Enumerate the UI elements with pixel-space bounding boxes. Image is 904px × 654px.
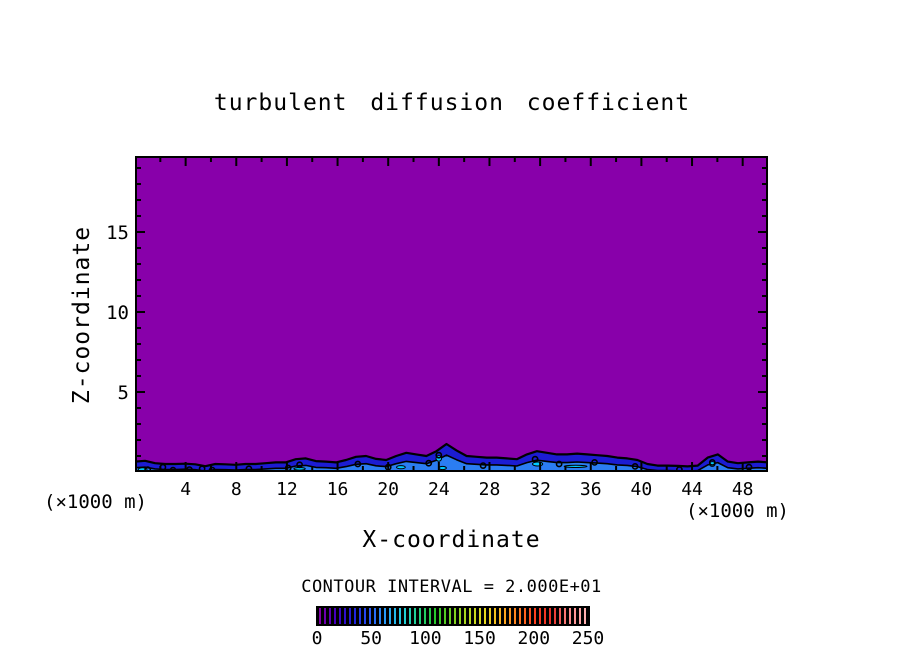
colorbar-stripe <box>364 608 366 624</box>
colorbar-stripe <box>409 608 411 624</box>
colorbar-stripe <box>329 608 331 624</box>
axis-unit-annotation-right: (×1000 m) <box>686 500 789 522</box>
colorbar-stripe <box>539 608 541 624</box>
colorbar-stripe <box>444 608 446 624</box>
colorbar-tick-label: 150 <box>463 628 496 649</box>
colorbar-stripe <box>369 608 371 624</box>
x-tick-label: 24 <box>427 479 450 500</box>
colorbar-tick-label: 0 <box>311 628 323 649</box>
x-tick-label: 40 <box>630 479 653 500</box>
axis-unit-annotation-left: (×1000 m) <box>44 491 147 513</box>
colorbar-stripe <box>464 608 466 624</box>
colorbar-stripe <box>544 608 546 624</box>
colorbar-stripe <box>429 608 431 624</box>
colorbar-stripe <box>574 608 576 624</box>
colorbar-stripe <box>554 608 556 624</box>
y-tick-label: 15 <box>106 222 129 244</box>
colorbar-stripe <box>534 608 536 624</box>
colorbar-stripe <box>339 608 341 624</box>
colorbar <box>316 606 590 626</box>
colorbar-stripe <box>384 608 386 624</box>
colorbar-stripe <box>454 608 456 624</box>
colorbar-stripe <box>474 608 476 624</box>
colorbar-stripe <box>419 608 421 624</box>
colorbar-stripe <box>354 608 356 624</box>
x-tick-label: 16 <box>326 479 349 500</box>
x-tick-label: 36 <box>579 479 602 500</box>
colorbar-stripe <box>469 608 471 624</box>
colorbar-stripe <box>394 608 396 624</box>
x-tick-label: 48 <box>731 479 754 500</box>
colorbar-stripe <box>524 608 526 624</box>
colorbar-stripe <box>479 608 481 624</box>
x-tick-label: 8 <box>230 479 242 500</box>
colorbar-stripe <box>414 608 416 624</box>
colorbar-stripe <box>399 608 401 624</box>
y-tick-label: 5 <box>117 382 129 404</box>
y-tick-label: 10 <box>106 302 129 324</box>
colorbar-tick-label: 250 <box>571 628 605 649</box>
x-tick-label: 4 <box>180 479 192 500</box>
x-tick-label: 28 <box>478 479 501 500</box>
colorbar-stripe <box>379 608 381 624</box>
colorbar-stripe <box>334 608 336 624</box>
colorbar-stripe <box>389 608 391 624</box>
x-tick-label: 12 <box>276 479 298 500</box>
colorbar-tick-label: 50 <box>360 628 383 649</box>
colorbar-stripe <box>584 608 586 624</box>
colorbar-stripe <box>344 608 346 624</box>
colorbar-stripe <box>569 608 571 624</box>
colorbar-stripe <box>459 608 461 624</box>
colorbar-stripe <box>579 608 581 624</box>
contour-plot-area <box>135 156 768 472</box>
x-tick-label: 20 <box>377 479 400 500</box>
colorbar-stripe <box>519 608 521 624</box>
colorbar-stripe <box>349 608 351 624</box>
colorbar-stripe <box>504 608 506 624</box>
chart-title: turbulent diffusion coefficient <box>213 90 691 116</box>
x-tick-label: 32 <box>529 479 551 500</box>
colorbar-stripe <box>549 608 551 624</box>
colorbar-stripe <box>324 608 326 624</box>
colorbar-stripe <box>559 608 561 624</box>
colorbar-stripe <box>404 608 406 624</box>
contour-interval-note: CONTOUR INTERVAL = 2.000E+01 <box>301 577 602 597</box>
x-axis-label: X-coordinate <box>362 527 541 553</box>
colorbar-stripe <box>489 608 491 624</box>
colorbar-stripe <box>374 608 376 624</box>
colorbar-stripe <box>494 608 496 624</box>
colorbar-stripe <box>514 608 516 624</box>
colorbar-tick-label: 200 <box>517 628 551 649</box>
colorbar-stripe <box>509 608 511 624</box>
colorbar-tick-label: 100 <box>409 628 442 649</box>
colorbar-stripe <box>529 608 531 624</box>
colorbar-stripe <box>434 608 436 624</box>
colorbar-stripe <box>564 608 566 624</box>
colorbar-stripe <box>449 608 451 624</box>
x-tick-label: 44 <box>681 479 703 500</box>
colorbar-stripe <box>484 608 486 624</box>
colorbar-stripe <box>499 608 501 624</box>
colorbar-stripe <box>439 608 441 624</box>
colorbar-stripe <box>319 608 321 624</box>
colorbar-stripe <box>359 608 361 624</box>
colorbar-stripe <box>424 608 426 624</box>
